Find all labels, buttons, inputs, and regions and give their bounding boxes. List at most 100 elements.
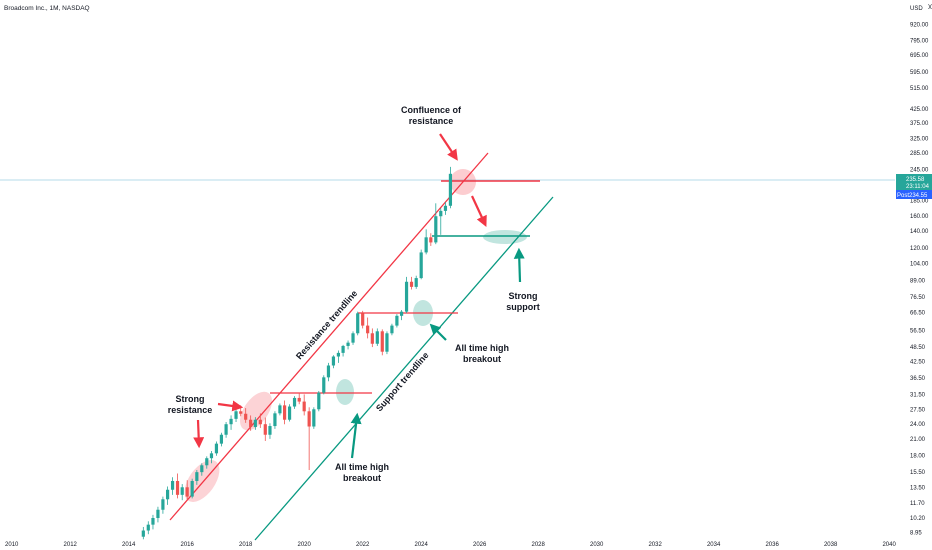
x-tick-label: 2028 xyxy=(531,542,545,548)
pullback-arrow xyxy=(471,195,487,227)
candle-body xyxy=(258,419,262,425)
candle-body xyxy=(356,313,360,334)
candle-body xyxy=(385,333,389,352)
candle-body xyxy=(302,401,306,412)
y-tick-label: 27.50 xyxy=(910,407,926,413)
candle-body xyxy=(326,365,331,378)
candle-body xyxy=(317,392,321,410)
last-price-value: 235.58 xyxy=(906,177,925,183)
support-trendline-label: Support trendline xyxy=(374,350,431,413)
candle-body xyxy=(151,518,155,525)
y-tick-label: 160.00 xyxy=(910,214,929,220)
post-market-tag[interactable] xyxy=(896,190,932,199)
candle-body xyxy=(292,397,297,407)
candle-body xyxy=(395,315,399,326)
candle-body xyxy=(214,443,219,454)
breakout-highlight-2020 xyxy=(336,379,354,405)
candle-body xyxy=(234,411,238,419)
y-tick-label: 375.00 xyxy=(910,121,929,127)
y-tick-label: 140.00 xyxy=(910,229,929,235)
candle-body xyxy=(268,426,272,435)
breakout-arrow-2020 xyxy=(350,412,362,459)
strong-resistance-label: Strong resistance xyxy=(168,394,213,415)
last-price-tag[interactable] xyxy=(896,174,932,190)
candle-body xyxy=(195,472,199,481)
candle-body xyxy=(287,406,292,420)
strong-resistance-arrow-down xyxy=(193,419,205,449)
candle-body xyxy=(370,333,374,344)
candle-body xyxy=(170,480,175,490)
candle-body xyxy=(346,342,350,346)
candles xyxy=(141,166,453,540)
candle-body xyxy=(161,499,165,510)
candle-body xyxy=(404,281,409,312)
y-tick-label: 10.20 xyxy=(910,516,926,522)
post-market-price: 234.55 xyxy=(909,193,928,199)
candle-body xyxy=(278,405,282,414)
candle-body xyxy=(424,237,428,253)
candle-body xyxy=(443,205,448,211)
x-tick-label: 2024 xyxy=(414,542,428,548)
x-tick-label: 2030 xyxy=(590,542,604,548)
y-tick-label: 31.50 xyxy=(910,392,926,398)
candle-body xyxy=(273,413,277,427)
candle-body xyxy=(239,411,243,414)
x-tick-label: 2040 xyxy=(882,542,896,548)
currency-tag: USD xyxy=(910,6,923,12)
x-tick-label: 2038 xyxy=(824,542,838,548)
candle-body xyxy=(312,409,316,427)
y-tick-label: 42.50 xyxy=(910,360,926,366)
resistance-trendline-label: Resistance trendline xyxy=(294,288,359,361)
candle-body xyxy=(448,173,453,206)
candle-body xyxy=(141,530,145,537)
candle-body xyxy=(414,278,418,287)
y-tick-label: 185.00 xyxy=(910,198,929,204)
y-tick-label: 595.00 xyxy=(910,70,929,76)
candle-body xyxy=(331,356,336,366)
y-tick-label: 56.50 xyxy=(910,328,926,334)
candle-body xyxy=(156,509,160,519)
resistance-trendline[interactable] xyxy=(169,152,489,521)
candle-body xyxy=(165,489,170,500)
y-tick-label: 24.00 xyxy=(910,422,926,428)
x-tick-label: 2020 xyxy=(298,542,312,548)
y-tick-label: 515.00 xyxy=(910,86,929,92)
confluence-arrow xyxy=(439,133,458,161)
ath-breakout-label-2023: All time high breakout xyxy=(455,343,509,364)
bar-countdown: 23:11:04 xyxy=(906,184,930,190)
y-tick-label: 245.00 xyxy=(910,168,929,174)
time-axis[interactable]: 2010 2012 2014 2016 2018 2020 2022 2024 2026 2028… xyxy=(5,542,896,548)
candle-body xyxy=(146,524,150,531)
chart-title: Broadcom Inc., 1M, NASDAQ xyxy=(4,5,90,12)
candle-body xyxy=(307,411,311,427)
candle-body xyxy=(205,458,209,466)
y-tick-label: 15.50 xyxy=(910,470,926,476)
y-tick-label: 36.50 xyxy=(910,376,926,382)
strong-resistance-highlight xyxy=(184,459,220,503)
y-tick-label: 920.00 xyxy=(910,22,929,28)
candle-body xyxy=(190,480,194,497)
y-tick-label: 120.00 xyxy=(910,246,929,252)
support-trendline[interactable] xyxy=(254,196,554,541)
candle-body xyxy=(429,237,433,243)
y-tick-label: 89.00 xyxy=(910,279,926,285)
x-tick-label: 2022 xyxy=(356,542,370,548)
y-tick-label: 325.00 xyxy=(910,137,929,143)
candle-body xyxy=(263,424,267,435)
strong-resistance-arrow-right xyxy=(217,400,244,412)
price-axis[interactable]: 1,080.00920.00795.00695.00595.00515.0042… xyxy=(910,5,932,536)
x-tick-label: 2034 xyxy=(707,542,721,548)
y-tick-label: 695.00 xyxy=(910,53,929,59)
x-tick-label: 2012 xyxy=(64,542,78,548)
y-tick-label: 76.50 xyxy=(910,295,926,301)
x-tick-label: 2016 xyxy=(181,542,195,548)
candle-body xyxy=(361,313,365,326)
y-tick-label: 104.00 xyxy=(910,261,929,267)
resistance-touch-highlight xyxy=(240,391,272,431)
y-tick-label: 66.50 xyxy=(910,310,926,316)
y-tick-label: 13.50 xyxy=(910,485,926,491)
strong-support-highlight xyxy=(483,230,527,244)
x-tick-label: 2036 xyxy=(765,542,779,548)
currency-tag-bg xyxy=(906,3,928,13)
